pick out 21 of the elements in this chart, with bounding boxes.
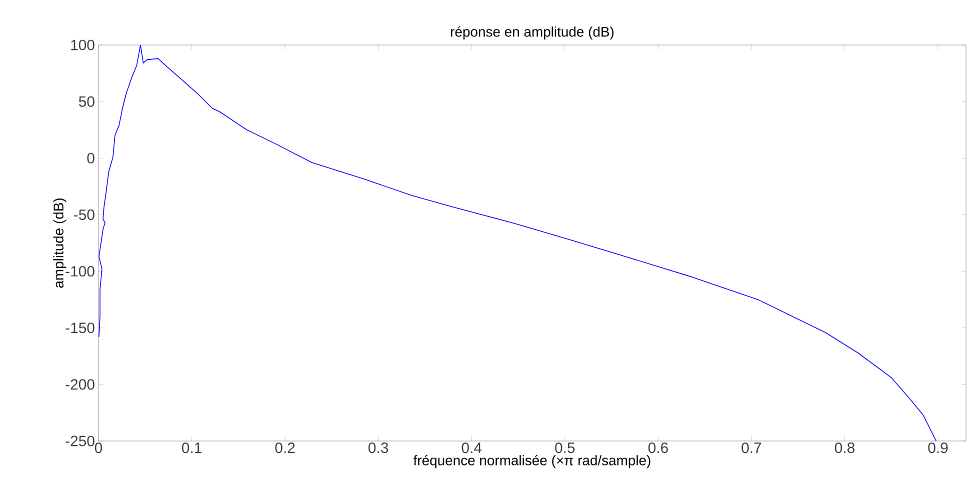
y-tick-label: 50 [78, 96, 94, 107]
x-tick-label: 0.9 [928, 442, 948, 454]
y-axis-title: amplitude (dB) [53, 198, 66, 288]
x-tick-label: 0.8 [834, 442, 854, 454]
x-tick-label: 0.1 [182, 442, 202, 454]
y-tick-label: 100 [71, 40, 94, 50]
x-tick-label: 0.4 [462, 442, 482, 454]
x-tick-label: 0.3 [368, 442, 388, 454]
y-tick-label: -150 [66, 322, 94, 334]
y-tick-label: -200 [66, 379, 94, 390]
x-axis-title: fréquence normalisée (×π rad/sample) [413, 454, 650, 468]
y-tick-label: 0 [87, 152, 94, 164]
y-tick-label: -50 [74, 209, 94, 220]
x-tick-label: 0.7 [742, 442, 762, 454]
y-tick-label: -250 [66, 436, 94, 446]
x-tick-label: 0.6 [648, 442, 668, 454]
x-tick-label: 0.2 [275, 442, 295, 454]
x-tick-label: 0.5 [555, 442, 575, 454]
chart-title: réponse en amplitude (dB) [450, 26, 614, 40]
y-tick-label: -100 [66, 266, 94, 277]
x-tick-label: 0 [94, 442, 102, 454]
